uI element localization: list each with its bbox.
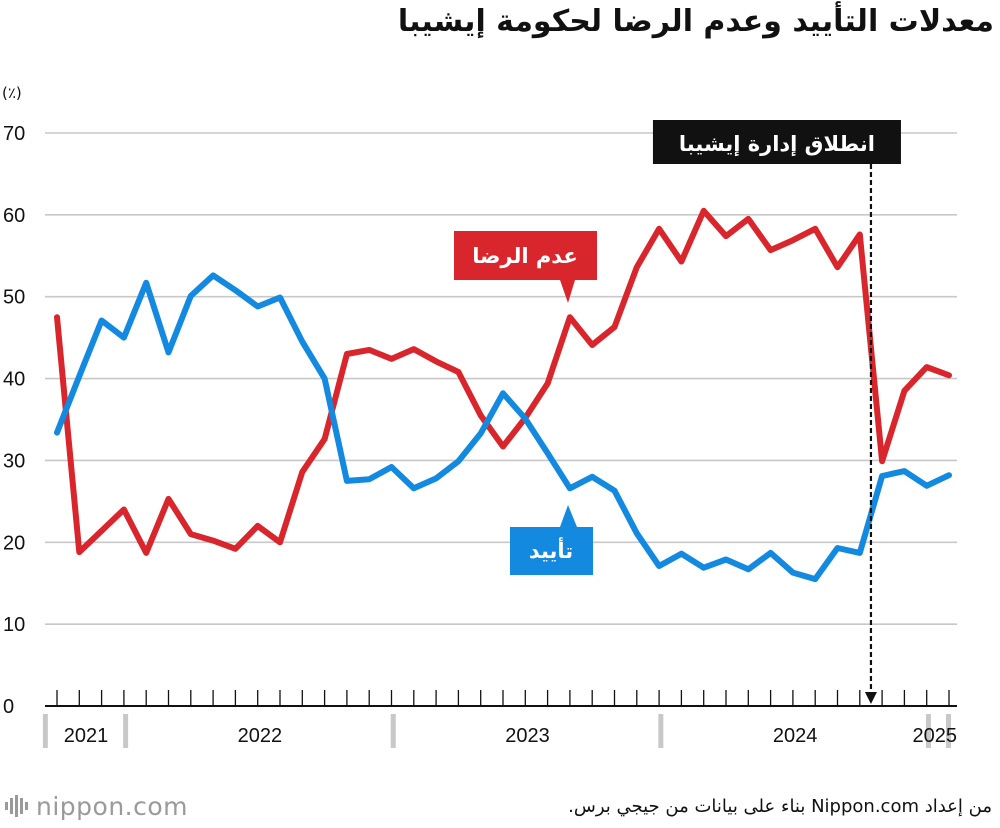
source-note: من إعداد Nippon.com بناء على بيانات من ج…: [568, 796, 992, 817]
gridlines: [45, 132, 957, 625]
disapproval-label: عدم الرضا: [472, 244, 578, 268]
logo-text: nippon.com: [36, 791, 189, 821]
footer: nippon.com من إعداد Nippon.com بناء على …: [0, 780, 1000, 828]
year-label-2021: 2021: [64, 725, 109, 747]
y-tick-30: 30: [3, 450, 25, 472]
approval-label-box: [510, 505, 593, 575]
year-divider: [42, 714, 48, 748]
year-divider: [390, 714, 396, 748]
y-tick-0: 0: [3, 696, 14, 718]
year-divider: [946, 714, 951, 748]
year-label-2024: 2024: [773, 725, 818, 747]
y-tick-60: 60: [3, 205, 25, 227]
series-line-approval: [54, 272, 952, 583]
logo-mark-icon: [5, 795, 28, 817]
x-axis: 2021 2022 2023 2024 2025: [42, 690, 957, 748]
approval-label: تأييد: [529, 536, 573, 563]
annotation-group: انطلاق إدارة إيشيبا: [652, 120, 901, 704]
year-label-2023: 2023: [505, 725, 550, 747]
annotation-box: [652, 120, 901, 164]
nippon-logo[interactable]: nippon.com: [4, 786, 188, 826]
y-tick-20: 20: [3, 532, 25, 554]
year-label-2022: 2022: [238, 725, 283, 747]
chart-title: معدلات التأييد وعدم الرضا لحكومة إيشيبا: [397, 4, 994, 39]
y-tick-50: 50: [3, 287, 25, 309]
year-divider: [123, 714, 129, 748]
annotation-arrow-icon: [864, 692, 877, 704]
series-lines: [54, 207, 952, 583]
y-tick-labels: 0 10 20 30 40 50 60 70: [3, 123, 25, 718]
series-labels: عدم الرضا تأييد: [454, 231, 597, 575]
year-label-2025: 2025: [912, 725, 957, 747]
series-line-disapproval: [54, 207, 952, 556]
y-tick-10: 10: [3, 614, 25, 636]
annotation-label: انطلاق إدارة إيشيبا: [679, 132, 875, 156]
year-divider: [658, 714, 664, 748]
line-chart: (٪) 0 10 20 30 40 50 60 70 2021 2022 2023 2024 2025…: [2, 84, 957, 748]
disapproval-label-box: [454, 231, 597, 303]
year-divider: [925, 714, 931, 748]
y-tick-70: 70: [3, 123, 25, 145]
y-tick-40: 40: [3, 369, 25, 391]
y-unit-label: (٪): [2, 84, 22, 102]
